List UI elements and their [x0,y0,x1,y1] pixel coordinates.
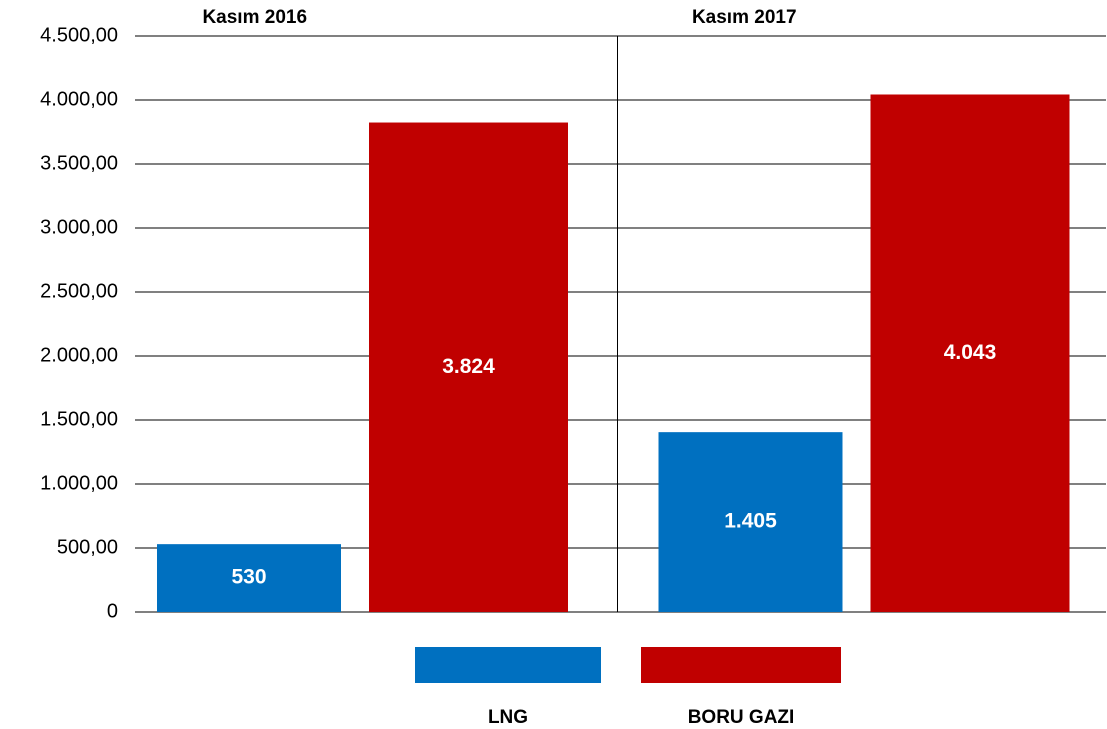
category-label: Kasım 2017 [692,7,797,28]
bar [369,122,568,612]
value-label: 1.405 [724,510,777,533]
bar [658,432,843,612]
value-label: 3.824 [442,355,495,378]
value-label: 4.043 [944,341,997,364]
y-tick-label: 3.000,00 [40,216,118,238]
y-tick-label: 1.500,00 [40,408,118,430]
y-tick-label: 2.500,00 [40,280,118,302]
y-tick-label: 1.000,00 [40,472,118,494]
y-tick-label: 4.000,00 [40,88,118,110]
y-tick-label: 3.500,00 [40,152,118,174]
y-tick-label: 0 [107,600,118,622]
y-tick-label: 2.000,00 [40,344,118,366]
value-label: 530 [231,566,266,589]
legend-swatch [641,647,841,683]
legend-label: BORU GAZI [688,707,795,728]
bar [157,544,341,612]
legend-label: LNG [488,707,528,728]
legend-swatch [415,647,601,683]
y-tick-label: 500,00 [57,536,118,558]
bar [870,94,1070,613]
category-label: Kasım 2016 [202,7,307,28]
y-tick-label: 4.500,00 [40,24,118,46]
